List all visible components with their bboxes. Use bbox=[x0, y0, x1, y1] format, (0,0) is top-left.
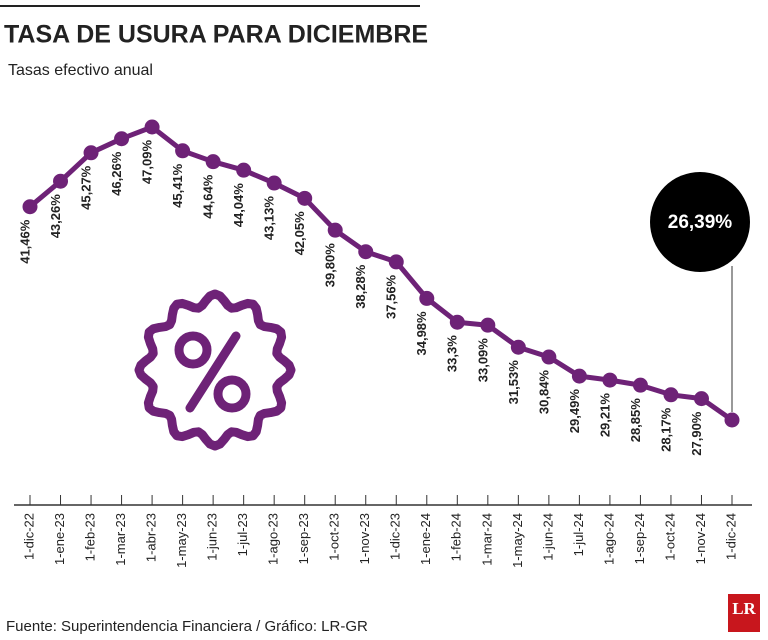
x-tick-label: 1-feb-23 bbox=[82, 513, 97, 561]
value-label: 27,90% bbox=[689, 411, 704, 456]
point bbox=[358, 244, 374, 260]
x-tick-label: 1-sep-24 bbox=[632, 513, 647, 564]
point bbox=[388, 254, 404, 270]
x-tick-label: 1-may-23 bbox=[174, 513, 189, 568]
point bbox=[693, 391, 709, 407]
point bbox=[419, 290, 435, 306]
value-label: 41,46% bbox=[17, 219, 32, 264]
x-tick-label: 1-sep-23 bbox=[296, 513, 311, 564]
point bbox=[632, 377, 648, 393]
value-label: 42,05% bbox=[292, 211, 307, 256]
value-label: 45,41% bbox=[170, 163, 185, 208]
value-label: 39,80% bbox=[323, 243, 338, 288]
x-tick-label: 1-mar-24 bbox=[479, 513, 494, 566]
callout-label: 26,39% bbox=[668, 212, 733, 233]
x-tick-label: 1-jul-23 bbox=[235, 513, 250, 556]
point bbox=[480, 317, 496, 333]
x-tick-label: 1-abr-23 bbox=[144, 513, 159, 562]
point bbox=[236, 162, 252, 178]
point bbox=[327, 222, 343, 238]
x-tick-label: 1-mar-23 bbox=[113, 513, 128, 566]
x-tick-label: 1-dic-24 bbox=[723, 513, 738, 560]
point bbox=[266, 175, 282, 191]
logo: LR bbox=[732, 599, 756, 618]
point bbox=[22, 199, 38, 215]
source: Fuente: Superintendencia Financiera / Gr… bbox=[6, 618, 368, 635]
value-label: 44,64% bbox=[201, 174, 216, 219]
value-label: 37,56% bbox=[384, 274, 399, 319]
value-label: 29,21% bbox=[597, 393, 612, 438]
point bbox=[205, 154, 221, 170]
point bbox=[602, 372, 618, 388]
x-tick-label: 1-ago-23 bbox=[266, 513, 281, 565]
value-label: 33,3% bbox=[445, 335, 460, 372]
x-tick-label: 1-may-24 bbox=[510, 513, 525, 568]
x-tick-label: 1-feb-24 bbox=[449, 513, 464, 561]
value-label: 46,26% bbox=[109, 151, 124, 196]
point bbox=[541, 349, 557, 365]
percent-icon bbox=[134, 289, 296, 451]
point bbox=[449, 314, 465, 330]
value-label: 33,09% bbox=[475, 338, 490, 383]
subtitle: Tasas efectivo anual bbox=[8, 62, 153, 79]
value-label: 28,17% bbox=[658, 407, 673, 452]
value-label: 29,49% bbox=[567, 389, 582, 434]
x-tick-label: 1-ene-23 bbox=[52, 513, 67, 565]
point bbox=[83, 145, 99, 161]
x-tick-label: 1-ago-24 bbox=[601, 513, 616, 565]
value-label: 28,85% bbox=[628, 398, 643, 443]
x-tick-label: 1-jun-24 bbox=[540, 513, 555, 561]
x-tick-label: 1-jun-23 bbox=[205, 513, 220, 561]
value-label: 30,84% bbox=[536, 370, 551, 415]
callout bbox=[650, 172, 750, 272]
x-tick-label: 1-nov-24 bbox=[693, 513, 708, 564]
x-tick-label: 1-nov-23 bbox=[357, 513, 372, 564]
x-tick-label: 1-dic-23 bbox=[388, 513, 403, 560]
point bbox=[663, 387, 679, 403]
x-tick-label: 1-dic-22 bbox=[21, 513, 36, 560]
line bbox=[28, 124, 734, 423]
value-label: 31,53% bbox=[506, 360, 521, 405]
point bbox=[571, 368, 587, 384]
point bbox=[53, 173, 69, 189]
value-label: 45,27% bbox=[78, 165, 93, 210]
x-tick-label: 1-jul-24 bbox=[571, 513, 586, 556]
x-tick-label: 1-ene-24 bbox=[418, 513, 433, 565]
value-label: 34,98% bbox=[414, 311, 429, 356]
point bbox=[510, 339, 526, 355]
point bbox=[144, 119, 160, 135]
chart-title: TASA DE USURA PARA DICIEMBRE bbox=[4, 21, 428, 49]
point bbox=[114, 131, 130, 147]
point bbox=[175, 143, 191, 159]
x-tick-label: 1-oct-24 bbox=[662, 513, 677, 561]
value-label: 43,13% bbox=[262, 196, 277, 241]
point bbox=[297, 190, 313, 206]
point bbox=[724, 412, 740, 428]
value-label: 43,26% bbox=[48, 194, 63, 239]
logo-box bbox=[728, 594, 760, 632]
value-label: 47,09% bbox=[140, 140, 155, 185]
x-tick-label: 1-oct-23 bbox=[327, 513, 342, 561]
value-label: 44,04% bbox=[231, 183, 246, 228]
value-label: 38,28% bbox=[353, 264, 368, 309]
